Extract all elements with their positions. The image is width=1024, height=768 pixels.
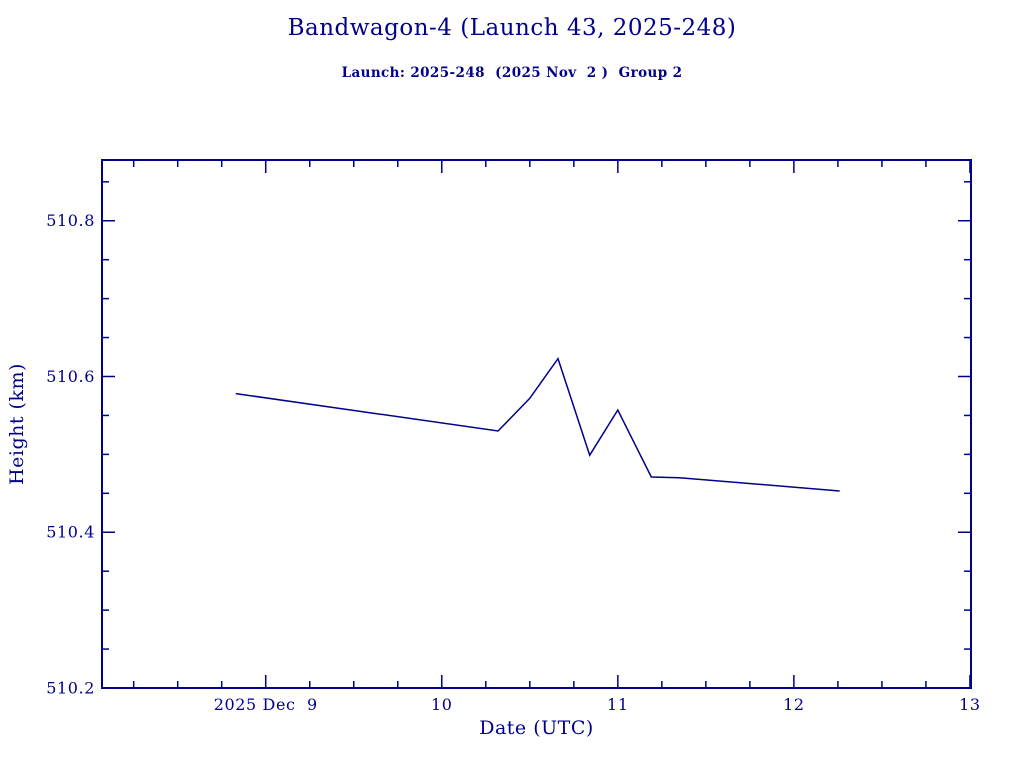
y-axis-label: Height (km) — [6, 363, 28, 485]
x-tick-label: 10 — [431, 695, 453, 714]
y-tick-label: 510.8 — [46, 211, 95, 230]
y-tick-label: 510.2 — [46, 679, 95, 698]
plot-border — [101, 159, 972, 689]
chart-title: Bandwagon-4 (Launch 43, 2025-248) — [287, 15, 737, 41]
x-tick-label: 2025 Dec 9 — [214, 695, 318, 714]
axis-ticks — [102, 160, 971, 689]
x-axis-label: Date (UTC) — [479, 717, 594, 739]
chart-subtitle: Launch: 2025-248 (2025 Nov 2 ) Group 2 — [341, 65, 683, 81]
y-tick-label: 510.6 — [46, 367, 95, 386]
x-tick-label: 11 — [607, 695, 629, 714]
height-data-line — [235, 356, 840, 492]
x-tick-label: 12 — [783, 695, 805, 714]
tick-labels: 2025 Dec 9 10 11 12 13 510.2 510.4 510.6 510.8 — [46, 211, 981, 714]
y-tick-label: 510.4 — [46, 523, 95, 542]
x-tick-label: 13 — [959, 695, 981, 714]
